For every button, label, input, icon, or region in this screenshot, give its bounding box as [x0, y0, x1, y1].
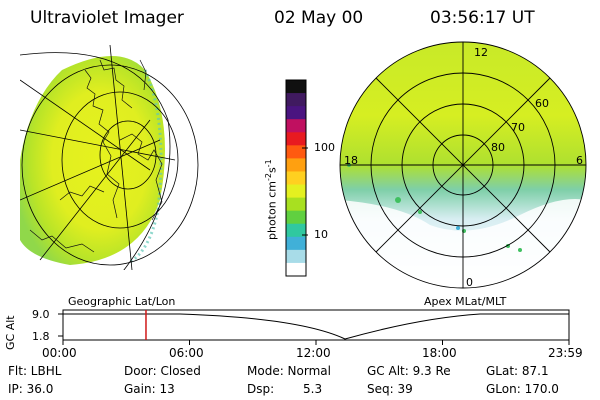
timeline-ylabel: GC Alt	[4, 315, 17, 350]
colorbar-segment	[286, 262, 306, 277]
colorbar-segment	[286, 106, 306, 120]
colorbar-border	[285, 79, 307, 277]
info-dsp-value: 5.3	[303, 382, 323, 396]
mlt-label-18: 18	[344, 154, 358, 167]
colorbar-tick-10: 10	[314, 228, 328, 241]
auroral-emission	[20, 56, 165, 265]
info-ip: IP: 36.0	[8, 382, 54, 396]
colorbar	[285, 79, 307, 277]
mlt-label-6: 6	[576, 154, 583, 167]
colorbar-segment	[286, 223, 306, 238]
colorbar-unit-label: photon cm-2s-1	[264, 159, 279, 240]
info-gc-alt: GC Alt: 9.3 Re	[367, 364, 451, 378]
instrument-title: Ultraviolet Imager	[30, 8, 184, 28]
colorbar-segment	[286, 80, 306, 94]
timeline-left-caption: Geographic Lat/Lon	[68, 295, 176, 308]
timeline-y-low: 1.8	[32, 330, 50, 343]
timeline-tick-0000: 00:00	[42, 346, 77, 360]
info-flt: Flt: LBHL	[8, 364, 62, 378]
timeline-plot	[58, 309, 570, 345]
time-label: 03:56:17 UT	[430, 8, 535, 28]
colorbar-segment	[286, 145, 306, 159]
colorbar-segment	[286, 119, 306, 133]
altitude-curve	[63, 313, 569, 340]
timeline-y-high: 9.0	[32, 308, 50, 321]
colorbar-segment	[286, 93, 306, 107]
polar-plot	[339, 41, 587, 289]
coastlines	[29, 59, 163, 253]
mlt-label-0: 0	[466, 276, 473, 289]
limb-line	[20, 52, 171, 270]
lat-label-70: 70	[511, 121, 525, 134]
colorbar-segment	[286, 210, 306, 225]
colorbar-segment	[286, 132, 306, 146]
mlt-label-12: 12	[474, 46, 488, 59]
colorbar-segment	[286, 236, 306, 251]
colorbar-segment	[286, 197, 306, 212]
timeline-right-caption: Apex MLat/MLT	[424, 295, 507, 308]
timeline-tick-1800: 18:00	[422, 346, 457, 360]
lat-label-80: 80	[491, 141, 505, 154]
info-glon: GLon: 170.0	[486, 382, 559, 396]
info-glat: GLat: 87.1	[486, 364, 549, 378]
lat-label-60: 60	[535, 97, 549, 110]
colorbar-tick-100: 100	[314, 141, 335, 154]
info-mode: Mode: Normal	[247, 364, 331, 378]
colorbar-ticks	[302, 147, 308, 236]
timeline-tick-2359: 23:59	[548, 346, 583, 360]
colorbar-segment	[286, 184, 306, 199]
info-door: Door: Closed	[124, 364, 201, 378]
colorbar-segment	[286, 171, 306, 186]
date-label: 02 May 00	[274, 8, 364, 28]
geographic-image	[20, 45, 199, 270]
colorbar-segment	[286, 158, 306, 172]
timeline-tick-1200: 12:00	[296, 346, 331, 360]
info-seq: Seq: 39	[367, 382, 413, 396]
info-gain: Gain: 13	[124, 382, 175, 396]
info-dsp-label: Dsp:	[247, 382, 275, 396]
colorbar-segment	[286, 249, 306, 264]
timeline-tick-0600: 06:00	[169, 346, 204, 360]
